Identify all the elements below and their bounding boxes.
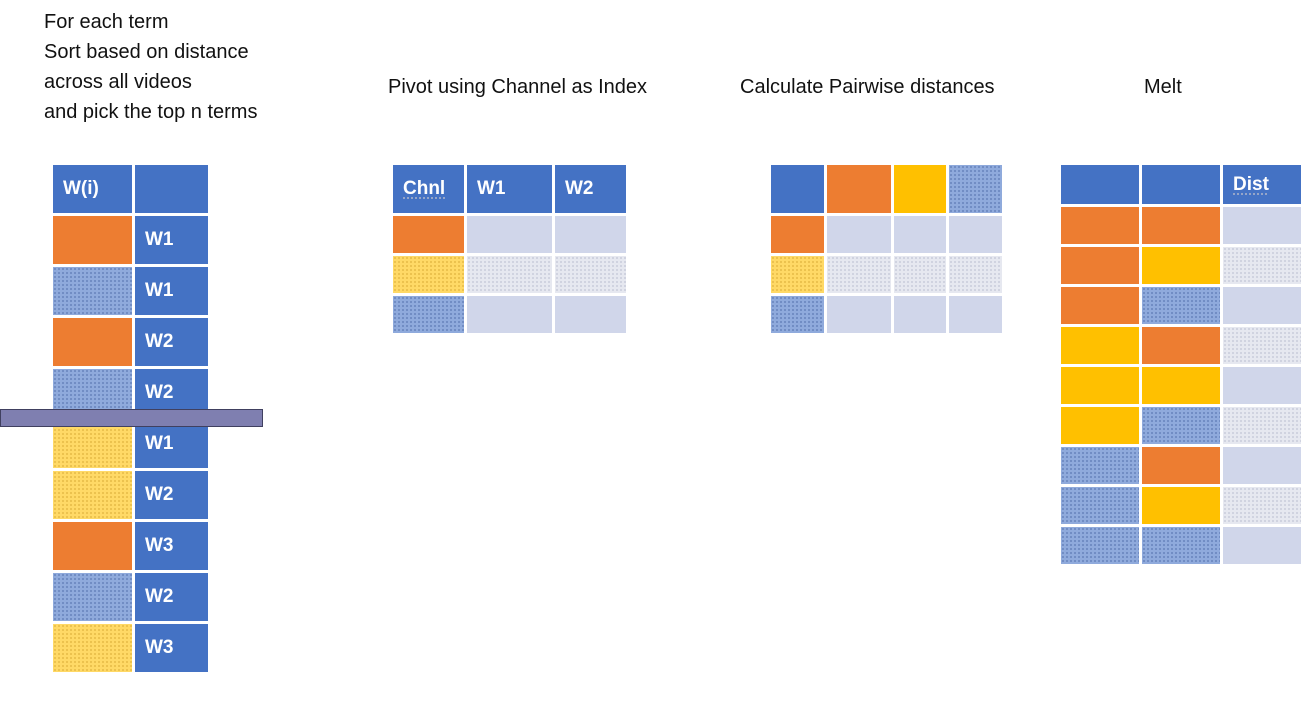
header-cell xyxy=(135,165,208,213)
channel-cell xyxy=(393,256,464,293)
channel-a-cell xyxy=(1061,287,1139,324)
header-cell: Chnl xyxy=(393,165,464,213)
channel-a-cell xyxy=(1061,527,1139,564)
distance-cell xyxy=(949,216,1002,253)
channel-cell xyxy=(393,296,464,333)
term-cell: W1 xyxy=(135,420,208,468)
channel-b-cell xyxy=(1142,527,1220,564)
term-cell: W2 xyxy=(135,318,208,366)
step1-line: For each term xyxy=(44,11,169,33)
value-cell xyxy=(467,256,552,293)
pairwise-distance-matrix xyxy=(771,165,1002,333)
value-cell xyxy=(467,296,552,333)
step2-title: Pivot using Channel as Index xyxy=(388,76,648,98)
channel-a-cell xyxy=(1061,327,1139,364)
channel-b-cell xyxy=(1142,487,1220,524)
channel-a-cell xyxy=(1061,367,1139,404)
channel-b-cell xyxy=(1142,247,1220,284)
value-cell xyxy=(555,256,626,293)
header-cell xyxy=(1142,165,1220,204)
channel-b-cell xyxy=(1142,447,1220,484)
channel-cell xyxy=(771,256,824,293)
step1-line: across all videos xyxy=(44,71,192,93)
header-cell: W2 xyxy=(555,165,626,213)
header-cell xyxy=(827,165,891,213)
channel-cell xyxy=(771,296,824,333)
term-cell: W3 xyxy=(135,624,208,672)
distance-cell xyxy=(1223,247,1301,284)
channel-b-cell xyxy=(1142,287,1220,324)
top-n-cutoff-bar xyxy=(0,409,263,427)
distance-cell xyxy=(1223,367,1301,404)
term-cell: W2 xyxy=(135,573,208,621)
channel-a-cell xyxy=(1061,207,1139,244)
distance-cell xyxy=(1223,287,1301,324)
distance-cell xyxy=(1223,527,1301,564)
distance-cell xyxy=(1223,207,1301,244)
term-cell: W2 xyxy=(135,471,208,519)
pivot-table: Chnl W1 W2 xyxy=(393,165,626,333)
channel-a-cell xyxy=(1061,407,1139,444)
channel-cell xyxy=(53,216,132,264)
term-cell: W3 xyxy=(135,522,208,570)
value-cell xyxy=(467,216,552,253)
channel-cell xyxy=(53,522,132,570)
header-cell xyxy=(894,165,946,213)
channel-a-cell xyxy=(1061,447,1139,484)
header-cell xyxy=(771,165,824,213)
distance-cell xyxy=(949,296,1002,333)
channel-cell xyxy=(53,573,132,621)
step4-title: Melt xyxy=(1144,76,1182,98)
channel-cell xyxy=(53,267,132,315)
channel-cell xyxy=(53,420,132,468)
term-cell: W1 xyxy=(135,216,208,264)
channel-b-cell xyxy=(1142,407,1220,444)
term-cell: W1 xyxy=(135,267,208,315)
channel-a-cell xyxy=(1061,247,1139,284)
sorted-terms-table: W(i) W1 W1 W2 W2 W1 W2 W3 W2 W3 xyxy=(53,165,208,672)
header-cell xyxy=(1061,165,1139,204)
channel-cell xyxy=(53,624,132,672)
distance-cell xyxy=(1223,407,1301,444)
distance-cell xyxy=(949,256,1002,293)
channel-cell xyxy=(393,216,464,253)
distance-cell xyxy=(1223,487,1301,524)
value-cell xyxy=(555,296,626,333)
distance-cell xyxy=(894,296,946,333)
header-cell: W(i) xyxy=(53,165,132,213)
value-cell xyxy=(555,216,626,253)
channel-cell xyxy=(53,318,132,366)
channel-b-cell xyxy=(1142,367,1220,404)
step3-title: Calculate Pairwise distances xyxy=(740,76,995,98)
step1-line: Sort based on distance xyxy=(44,41,249,63)
step1-line: and pick the top n terms xyxy=(44,101,258,123)
melted-table: Dist xyxy=(1061,165,1301,564)
channel-cell xyxy=(53,471,132,519)
channel-a-cell xyxy=(1061,487,1139,524)
distance-cell xyxy=(827,216,891,253)
header-cell xyxy=(949,165,1002,213)
channel-b-cell xyxy=(1142,207,1220,244)
distance-cell xyxy=(827,296,891,333)
channel-b-cell xyxy=(1142,327,1220,364)
header-cell: W1 xyxy=(467,165,552,213)
distance-cell xyxy=(894,256,946,293)
distance-cell xyxy=(1223,327,1301,364)
channel-cell xyxy=(771,216,824,253)
distance-cell xyxy=(827,256,891,293)
step1-description: For each term Sort based on distance acr… xyxy=(44,7,257,127)
header-cell: Dist xyxy=(1223,165,1301,204)
distance-cell xyxy=(1223,447,1301,484)
distance-cell xyxy=(894,216,946,253)
